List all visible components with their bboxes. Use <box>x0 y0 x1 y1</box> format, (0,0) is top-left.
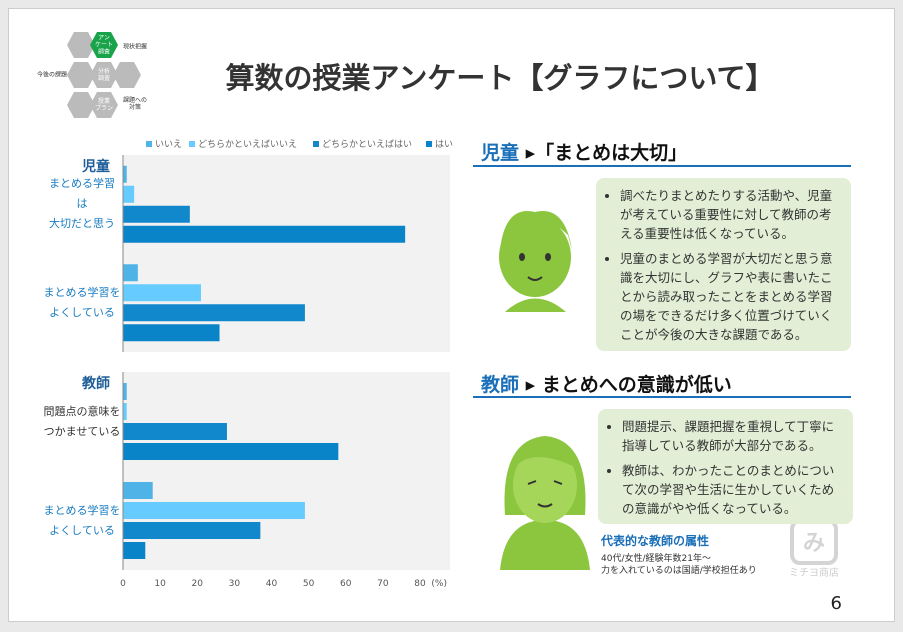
child-icon <box>499 211 572 312</box>
svg-text:み: み <box>803 531 825 556</box>
legend-swatch <box>426 141 432 147</box>
bar <box>123 423 227 440</box>
who: 教師 <box>481 374 520 396</box>
title: 算数の授業アンケート【グラフについて】 <box>226 61 775 95</box>
cycle-label: アン ケート 調査 <box>94 34 114 56</box>
x-tick-label: 40 <box>266 579 278 589</box>
bar <box>123 185 135 203</box>
section-head: 教師 ▸ まとめへの意識が低い <box>481 374 732 396</box>
x-axis-label: (%) <box>431 579 447 589</box>
profile-line: 40代/女性/経験年数21年～ <box>601 552 711 564</box>
bullet: 教師は、わかったことのまとめについて次の学習や生活に生かしていくための意識がやや… <box>622 461 843 518</box>
section-head: 児童 ▸「まとめは大切」 <box>481 142 688 164</box>
bullet: 児童のまとめる学習が大切だと思う意識を大切にし、グラフや表に書いたことから読み取… <box>620 249 841 344</box>
bar <box>123 264 138 282</box>
profile-line: 力を入れているのは国語/学校担任あり <box>601 564 757 576</box>
bar <box>123 284 201 302</box>
bar <box>123 304 305 322</box>
cycle-label: 課題への 対策 <box>122 97 148 111</box>
x-tick-label: 80 <box>414 579 426 589</box>
x-tick-label: 70 <box>377 579 389 589</box>
legend-label: はい <box>435 139 453 150</box>
legend-label: どちらかといえばいいえ <box>198 139 297 150</box>
chart-title: 教師 <box>82 375 110 392</box>
cycle-label: 現状把握 <box>122 43 148 51</box>
legend-swatch <box>313 141 319 147</box>
x-tick-label: 10 <box>154 579 166 589</box>
x-tick-label: 20 <box>192 579 204 589</box>
cycle-label: 授業 プラン <box>94 98 114 112</box>
note-box: 問題提示、課題把握を重視して丁寧に指導している教師が大部分である。 教師は、わか… <box>598 409 853 524</box>
x-tick-label: 60 <box>340 579 352 589</box>
bar <box>123 165 127 183</box>
legend-swatch <box>146 141 152 147</box>
page-number: 6 <box>831 593 842 614</box>
legend-label: どちらかといえばはい <box>322 139 412 150</box>
category-label: まとめる学習を よくしている <box>43 503 121 537</box>
bar <box>123 542 146 559</box>
bar <box>123 324 220 342</box>
headline: 「まとめは大切」 <box>535 142 688 164</box>
watermark-logo: み ミチヨ商店 <box>789 519 839 579</box>
note-box: 調べたりまとめたりする活動や、児童が考えている重要性に対して教師の考える重要性は… <box>596 178 851 351</box>
bar <box>123 383 127 400</box>
who: 児童 <box>481 142 520 164</box>
bar <box>123 225 406 243</box>
bar <box>123 522 261 539</box>
bar <box>123 482 153 499</box>
cycle-label: 今後の課題 <box>36 71 68 79</box>
chart-title: 児童 <box>81 158 110 175</box>
bar <box>123 502 305 519</box>
cycle-label: 分析 調査 <box>97 68 111 82</box>
legend-swatch <box>189 141 195 147</box>
teacher-icon <box>500 436 590 570</box>
bullet: 問題提示、課題把握を重視して丁寧に指導している教師が大部分である。 <box>622 417 843 455</box>
cycle-diagram <box>67 32 141 118</box>
plot-area <box>123 155 450 352</box>
category-label: まとめる学習を よくしている <box>43 285 121 319</box>
category-label: 問題点の意味を つかませている <box>43 404 121 438</box>
x-tick-label: 0 <box>120 579 126 589</box>
headline: まとめへの意識が低い <box>541 374 732 396</box>
watermark: ミチヨ商店 <box>789 566 839 579</box>
legend-label: いいえ <box>155 139 182 150</box>
category-label: まとめる学習 は 大切だと思う <box>49 177 115 231</box>
bar <box>123 443 339 460</box>
plot-area <box>123 372 450 570</box>
bar <box>123 403 127 420</box>
bullet: 調べたりまとめたりする活動や、児童が考えている重要性に対して教師の考える重要性は… <box>620 186 841 243</box>
bar <box>123 205 190 223</box>
profile-title: 代表的な教師の属性 <box>600 533 709 548</box>
x-tick-label: 30 <box>229 579 241 589</box>
x-tick-label: 50 <box>303 579 315 589</box>
